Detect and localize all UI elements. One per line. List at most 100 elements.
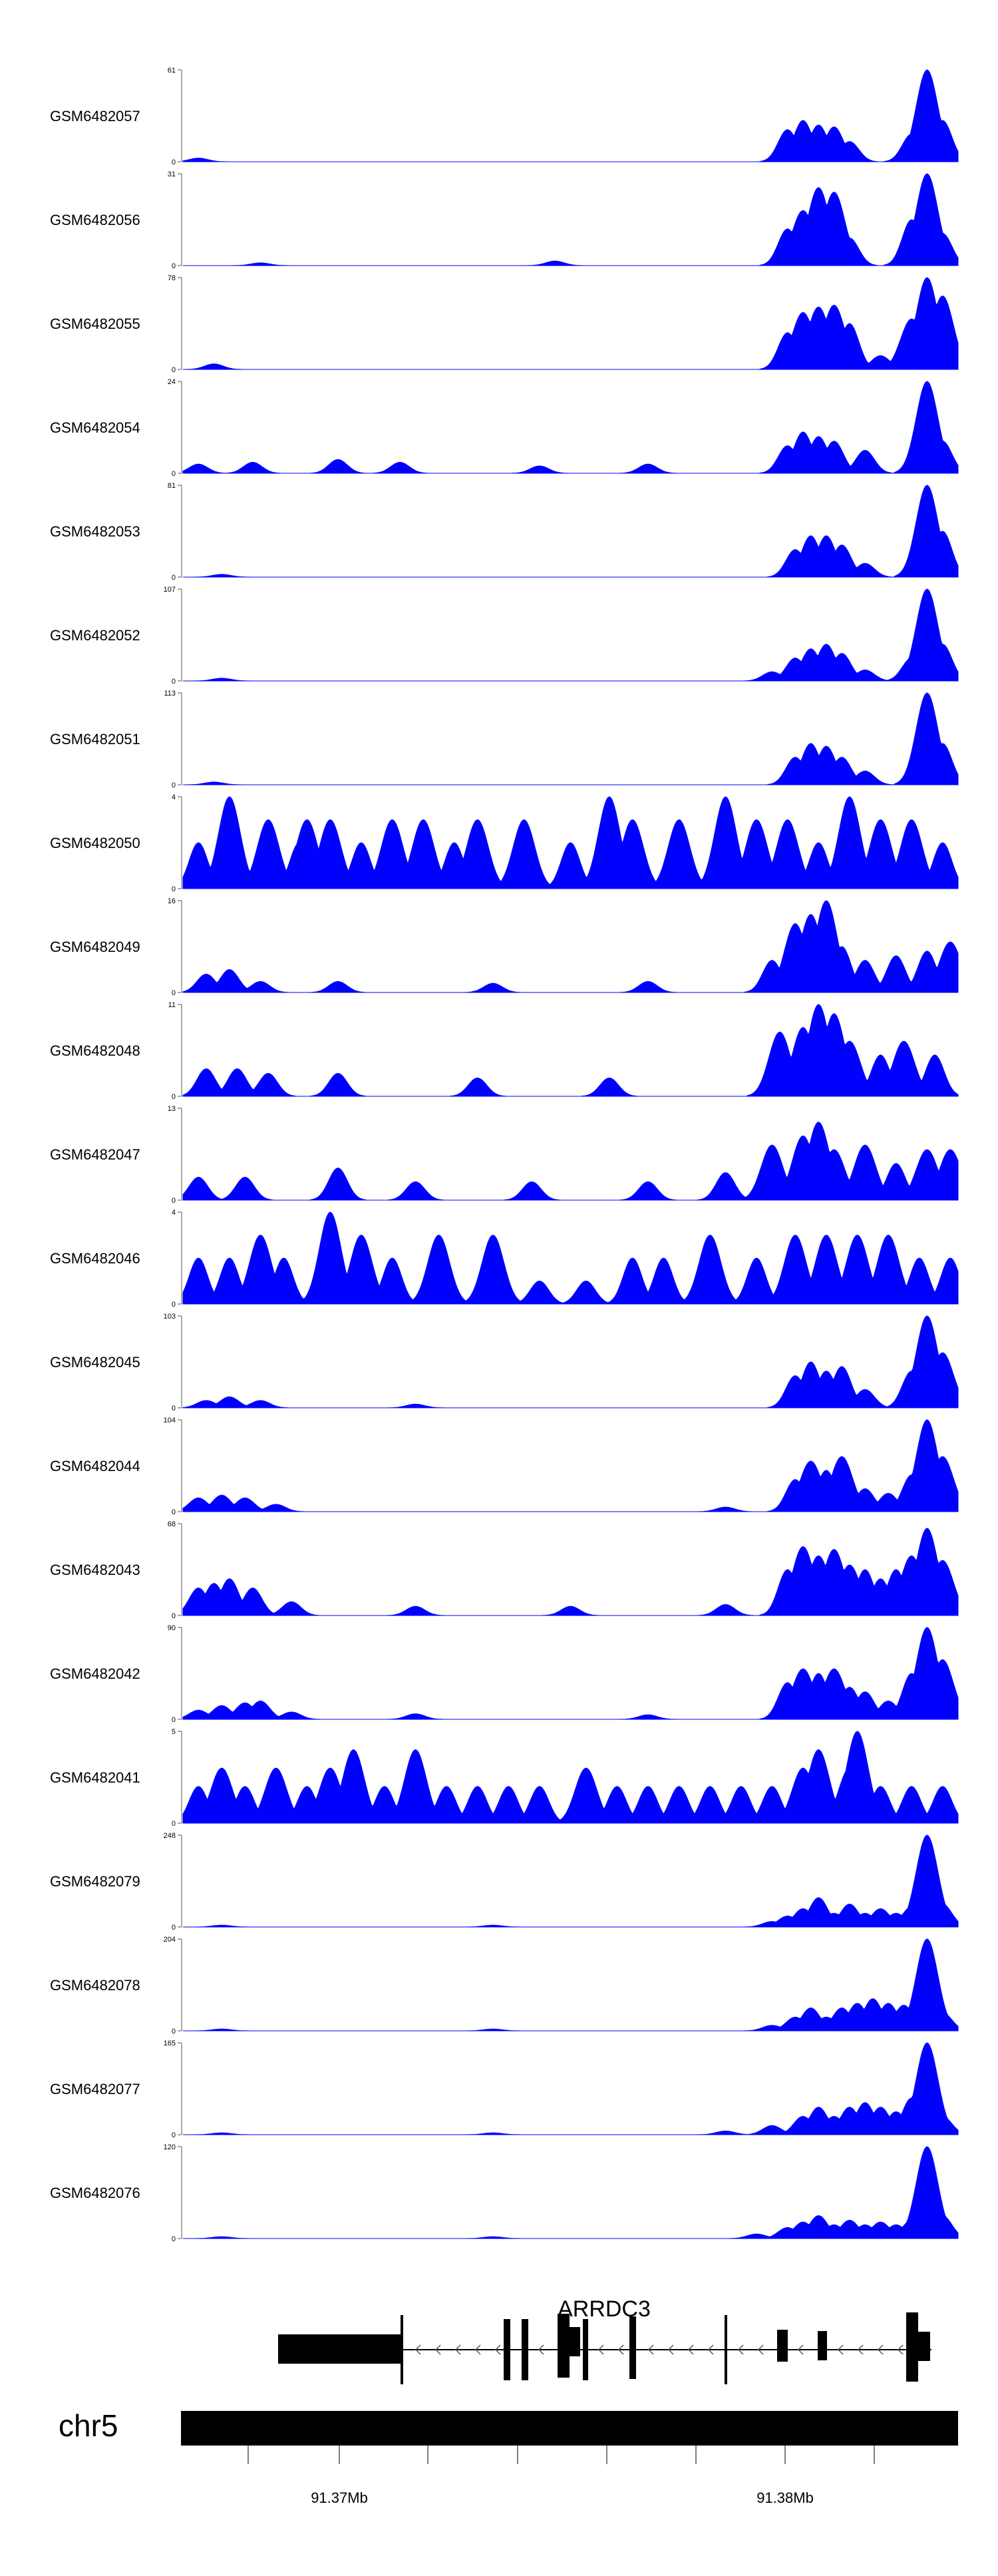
track: GSM6482048 11 0: [50, 1001, 959, 1101]
coordinate-ticks: [248, 2446, 875, 2464]
strand-arrow-icon: [494, 2344, 501, 2355]
y-min-label: 0: [172, 1301, 176, 1309]
track-label: GSM6482057: [50, 108, 140, 124]
track-label: GSM6482049: [50, 939, 140, 955]
y-min-label: 0: [172, 1820, 176, 1828]
y-max-label: 104: [164, 1416, 176, 1424]
exon: [570, 2327, 580, 2356]
track-label: GSM6482043: [50, 1562, 140, 1578]
exon: [918, 2332, 930, 2361]
track-label: GSM6482054: [50, 419, 140, 436]
y-min-label: 0: [172, 262, 176, 270]
y-max-label: 13: [168, 1105, 176, 1113]
y-max-label: 24: [168, 378, 176, 386]
strand-arrow-icon: [837, 2344, 844, 2355]
strand-arrow-icon: [877, 2344, 884, 2355]
y-max-label: 103: [164, 1313, 176, 1321]
y-max-label: 81: [168, 482, 176, 490]
track-label: GSM6482045: [50, 1354, 140, 1371]
track: GSM6482046 4 0: [50, 1209, 959, 1309]
track-label: GSM6482048: [50, 1042, 140, 1059]
position-tick-label-0: 91.37Mb: [311, 2489, 368, 2506]
coverage-area: [183, 173, 959, 266]
y-max-label: 68: [168, 1520, 176, 1528]
strand-arrow-icon: [538, 2344, 544, 2355]
coverage-area: [182, 1122, 959, 1201]
y-max-label: 120: [164, 2143, 176, 2151]
track-label: GSM6482078: [50, 1977, 140, 1994]
exon: [818, 2331, 827, 2360]
exon: [583, 2319, 588, 2380]
track: GSM6482047 13 0: [50, 1105, 959, 1205]
y-max-label: 107: [164, 586, 176, 594]
track-label: GSM6482056: [50, 212, 140, 228]
exon: [725, 2315, 727, 2384]
y-min-label: 0: [172, 2131, 176, 2139]
coverage-area: [182, 381, 959, 474]
strand-arrow-icon: [597, 2344, 604, 2355]
y-min-label: 0: [172, 1924, 176, 1932]
y-max-label: 4: [172, 1209, 176, 1217]
coverage-area: [182, 796, 959, 889]
exon: [401, 2315, 403, 2384]
strand-arrow-icon: [434, 2344, 441, 2355]
track: GSM6482049 16 0: [50, 897, 959, 997]
strand-arrow-icon: [897, 2344, 904, 2355]
y-min-label: 0: [172, 158, 176, 166]
tracks-layer: GSM6482057610GSM6482056310GSM6482055780G…: [50, 67, 959, 2243]
coverage-area: [182, 1731, 959, 1824]
track: GSM6482053 81 0: [50, 482, 959, 582]
coverage-area: [183, 692, 959, 785]
y-max-label: 16: [168, 897, 176, 905]
y-min-label: 0: [172, 366, 176, 374]
strand-arrow-icon: [474, 2344, 481, 2355]
strand-arrow-icon: [647, 2344, 654, 2355]
y-max-label: 78: [168, 274, 176, 282]
y-max-label: 248: [164, 1832, 176, 1840]
coverage-area: [182, 1211, 959, 1305]
exon: [629, 2316, 636, 2379]
track-label: GSM6482046: [50, 1250, 140, 1267]
y-min-label: 0: [172, 1404, 176, 1412]
track-label: GSM6482050: [50, 835, 140, 851]
exon: [906, 2312, 918, 2382]
track-label: GSM6482047: [50, 1146, 140, 1163]
coverage-area: [183, 588, 959, 682]
track: GSM6482054 24 0: [50, 378, 959, 478]
y-min-label: 0: [172, 1716, 176, 1724]
gene-model: ARRDC3: [278, 2296, 931, 2384]
y-max-label: 5: [172, 1728, 176, 1736]
strand-arrow-icon: [687, 2344, 694, 2355]
track-label: GSM6482076: [50, 2185, 140, 2201]
y-min-label: 0: [172, 1197, 176, 1205]
track-label: GSM6482053: [50, 523, 140, 540]
chromosome-bar: [181, 2411, 958, 2446]
track-label: GSM6482041: [50, 1769, 140, 1786]
coverage-area: [182, 1528, 959, 1616]
track-label: GSM6482044: [50, 1458, 140, 1474]
y-max-label: 113: [164, 690, 176, 698]
strand-arrow-icon: [737, 2344, 744, 2355]
y-min-label: 0: [172, 2028, 176, 2036]
y-min-label: 0: [172, 574, 176, 582]
track: GSM6482056 31 0: [50, 170, 959, 270]
strand-arrow-icon: [857, 2344, 864, 2355]
y-min-label: 0: [172, 1612, 176, 1620]
strand-arrow-icon: [757, 2344, 764, 2355]
strand-arrow-icon: [797, 2344, 804, 2355]
y-max-label: 31: [168, 170, 176, 178]
coverage-area: [182, 900, 959, 993]
coverage-area: [183, 1834, 959, 1928]
y-min-label: 0: [172, 678, 176, 686]
chromosome-ideogram: chr5 91.37Mb 91.38Mb: [59, 2408, 958, 2506]
strand-arrow-icon: [707, 2344, 714, 2355]
track: GSM6482052 107 0: [50, 586, 959, 686]
track: GSM6482078 204 0: [50, 1936, 959, 2036]
y-min-label: 0: [172, 1093, 176, 1101]
y-min-label: 0: [172, 781, 176, 789]
coverage-area: [182, 1419, 959, 1512]
strand-arrow-icon: [415, 2344, 421, 2355]
coverage-area: [182, 1627, 959, 1720]
coverage-area: [182, 1004, 959, 1097]
